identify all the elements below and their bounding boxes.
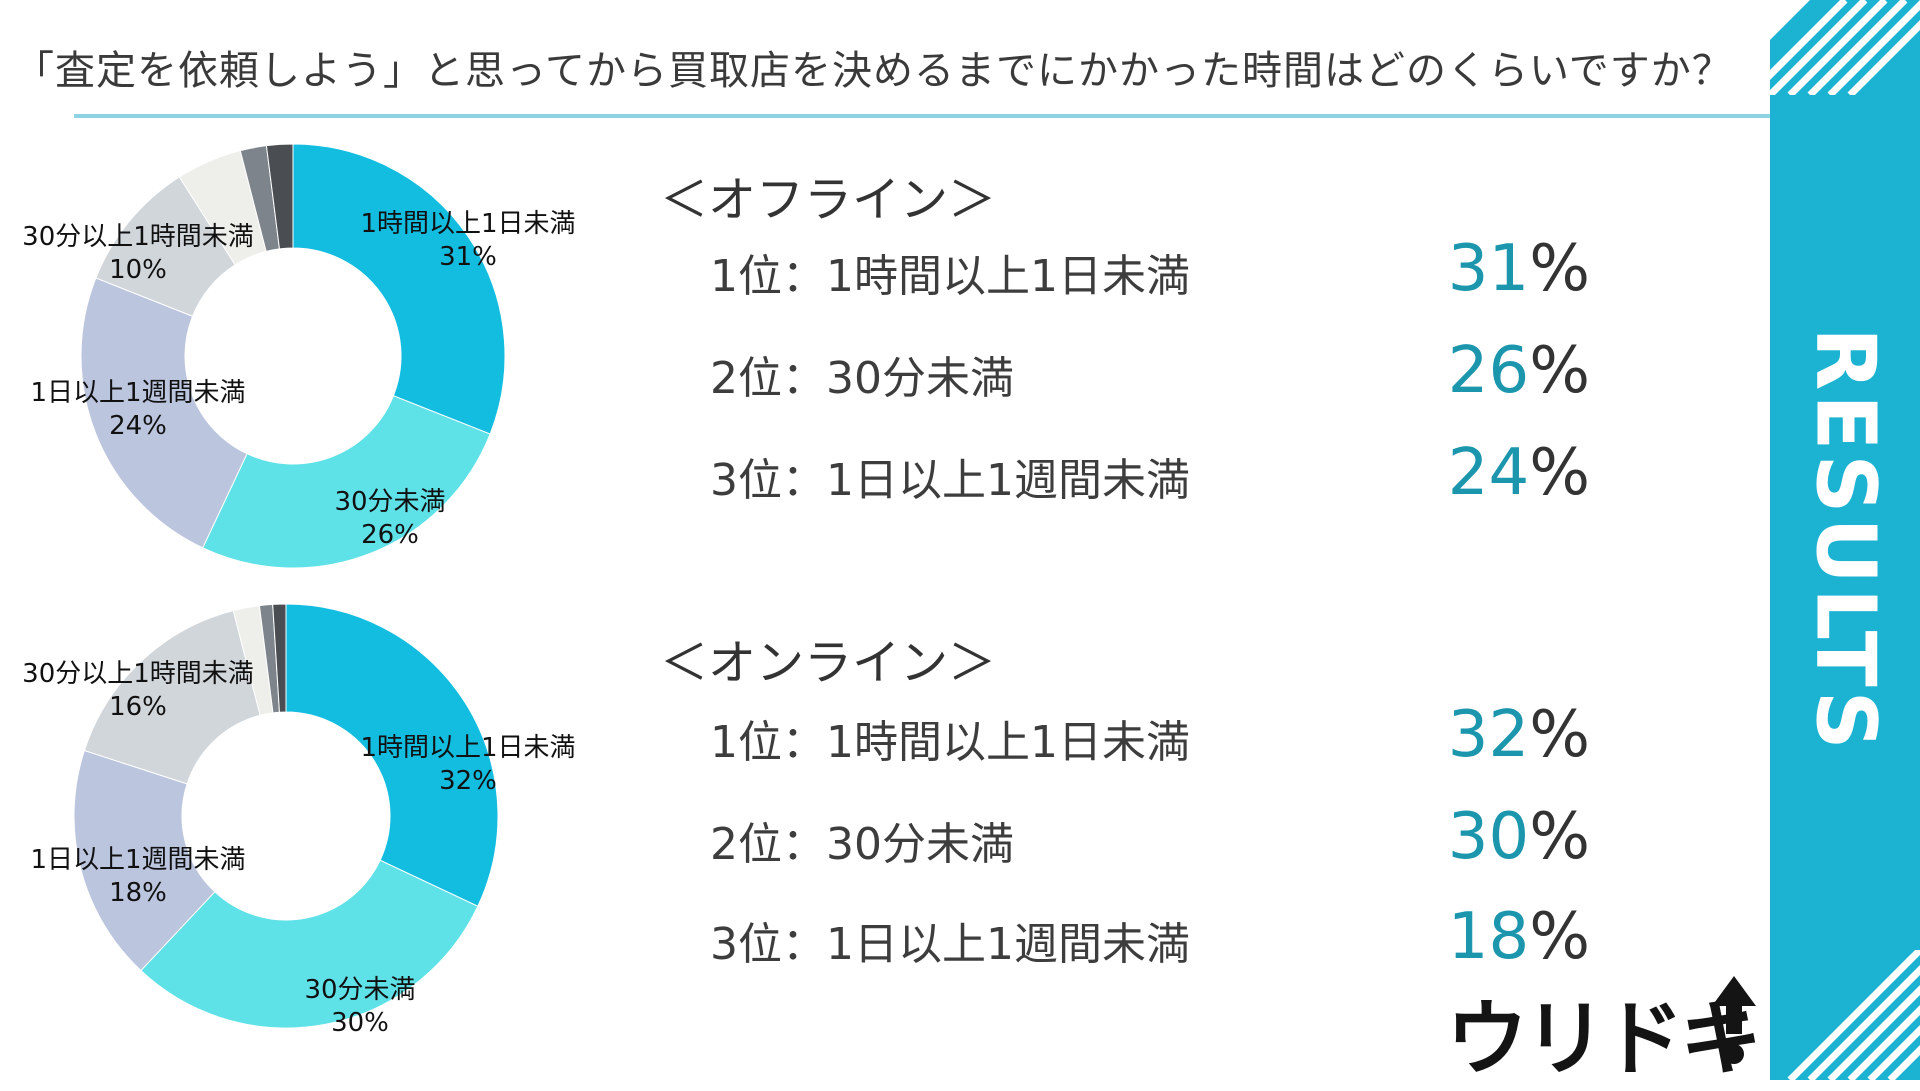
offline-heading: ＜オフライン＞ (660, 172, 997, 228)
results-label: RESULTS (1790, 326, 1900, 754)
rank-number: 18 (1447, 900, 1530, 974)
rank-number: 26 (1447, 334, 1530, 408)
title-underline (74, 114, 1774, 118)
rank-label: 3位：1日以上1週間未満 (710, 919, 1190, 970)
slice-label-percent: 24% (109, 411, 167, 441)
rank-label: 2位：30分未満 (710, 819, 1014, 870)
rank-value: 18% (1448, 900, 1590, 974)
donut-slice-7 (265, 143, 294, 250)
slice-label-percent: 31% (439, 242, 497, 272)
rank-number: 24 (1447, 436, 1530, 510)
slice-label-name: 1時間以上1日未満 (360, 209, 575, 239)
online-rank-2: 2位：30分未満 30% (710, 800, 1590, 874)
results-text: RESULTS (1797, 326, 1893, 754)
offline-rank-2: 2位：30分未満 26% (710, 334, 1590, 408)
offline-rank-3: 3位：1日以上1週間未満 24% (710, 436, 1590, 510)
percent-sign: % (1529, 232, 1590, 306)
stripes-decoration-bottom (1787, 950, 1920, 1080)
slice-label-percent: 18% (109, 878, 167, 908)
donut-slice-2 (140, 859, 479, 1029)
rank-number: 30 (1447, 800, 1530, 874)
rank-number: 32 (1447, 698, 1530, 772)
rank-value: 26% (1448, 334, 1590, 408)
percent-sign: % (1529, 436, 1590, 510)
rank-label: 3位：1日以上1週間未満 (710, 455, 1190, 506)
donut-slice-7 (272, 603, 287, 713)
slice-label-percent: 10% (109, 255, 167, 285)
slice-label-name: 1時間以上1日未満 (360, 733, 575, 763)
percent-sign: % (1529, 334, 1590, 408)
rank-label: 2位：30分未満 (710, 353, 1014, 404)
rank-number: 31 (1447, 232, 1530, 306)
slice-label-name: 30分未満 (304, 975, 415, 1005)
slice-label-percent: 16% (109, 692, 167, 722)
donut-slice-1 (285, 603, 499, 907)
offline-rank-1: 1位：1時間以上1日未満 31% (710, 232, 1590, 306)
rank-label: 1位：1時間以上1日未満 (710, 717, 1190, 768)
slice-label-name: 30分以上1時間未満 (22, 222, 254, 252)
stripes-decoration-top (1770, 0, 1920, 95)
rank-value: 24% (1448, 436, 1590, 510)
slice-label-percent: 26% (361, 520, 419, 550)
online-rank-3: 3位：1日以上1週間未満 18% (710, 900, 1590, 974)
donut-slice-2 (202, 395, 491, 569)
percent-sign: % (1529, 900, 1590, 974)
rank-value: 30% (1448, 800, 1590, 874)
slice-label-name: 30分以上1時間未満 (22, 659, 254, 689)
percent-sign: % (1529, 800, 1590, 874)
percent-sign: % (1529, 698, 1590, 772)
online-rank-1: 1位：1時間以上1日未満 32% (710, 698, 1590, 772)
rank-value: 32% (1448, 698, 1590, 772)
online-heading: ＜オンライン＞ (660, 635, 997, 691)
donut-slice-4 (83, 610, 261, 785)
up-arrow-icon (1712, 976, 1756, 1064)
uridoki-logo: ウリドキ (1446, 992, 1762, 1087)
slice-label-percent: 30% (331, 1008, 389, 1038)
page-title: 「査定を依頼しよう」と思ってから買取店を決めるまでにかかった時間はどのくらいです… (14, 48, 1733, 94)
donut-slice-3 (73, 749, 216, 972)
slice-label-name: 1日以上1週間未満 (30, 845, 245, 875)
rank-label: 1位：1時間以上1日未満 (710, 251, 1190, 302)
results-sidebar (1770, 0, 1920, 1080)
donut-slice-3 (80, 277, 248, 549)
slice-label-name: 1日以上1週間未満 (30, 378, 245, 408)
rank-value: 31% (1448, 232, 1590, 306)
slice-label-percent: 32% (439, 766, 497, 796)
slice-label-name: 30分未満 (334, 487, 445, 517)
donut-slice-1 (292, 143, 506, 435)
